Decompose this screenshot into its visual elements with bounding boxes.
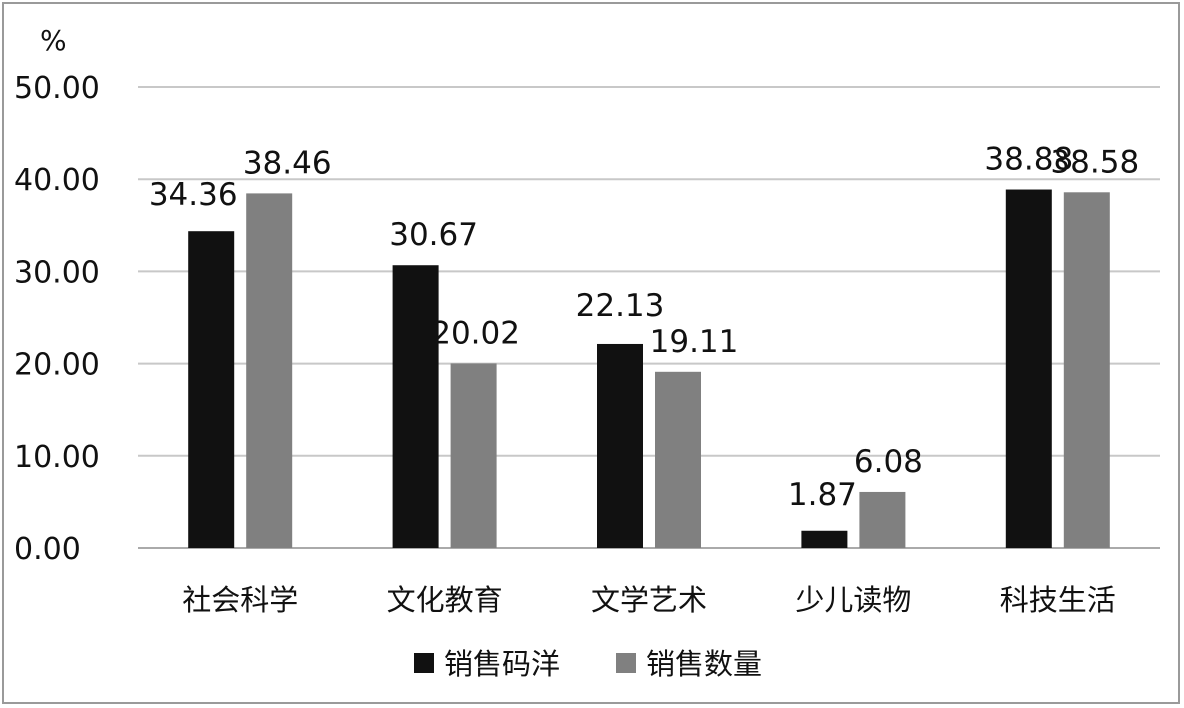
bar-series2 — [246, 193, 293, 548]
bar-series2 — [450, 363, 497, 548]
data-label: 38.88 — [984, 142, 1073, 178]
bar-series2 — [655, 371, 701, 548]
data-label: 38.58 — [1050, 144, 1139, 180]
legend-label: 销售数量 — [646, 647, 762, 681]
x-category-label: 文化教育 — [387, 583, 503, 617]
x-category-label: 少儿读物 — [795, 583, 911, 617]
y-tick-label: 30.00 — [14, 255, 100, 290]
bar-series1 — [801, 530, 848, 548]
bar-series1 — [392, 265, 439, 548]
bar-series1 — [597, 343, 643, 548]
y-tick-label: 50.00 — [14, 71, 100, 106]
legend-label: 销售码洋 — [444, 647, 560, 681]
bar-series1 — [188, 231, 235, 548]
data-label: 22.13 — [576, 288, 665, 324]
data-label: 1.87 — [788, 477, 857, 513]
data-label: 34.36 — [149, 177, 238, 213]
data-label: 38.46 — [243, 145, 332, 181]
y-tick-label: 0.00 — [14, 532, 81, 567]
data-label: 6.08 — [854, 444, 923, 480]
y-tick-label: 10.00 — [14, 440, 100, 475]
legend-swatch — [616, 653, 636, 673]
x-category-label: 科技生活 — [1000, 583, 1116, 617]
bar-series2 — [859, 491, 906, 548]
y-unit-label: % — [40, 24, 67, 57]
y-tick-label: 40.00 — [14, 163, 100, 198]
data-label: 20.02 — [431, 315, 520, 351]
data-label: 19.11 — [650, 324, 739, 360]
bar-series2 — [1063, 192, 1110, 548]
data-label: 30.67 — [389, 217, 478, 253]
bar-series1 — [1005, 189, 1052, 548]
x-category-label: 社会科学 — [182, 583, 298, 617]
legend-swatch — [414, 653, 434, 673]
y-tick-label: 20.00 — [14, 348, 100, 383]
x-category-label: 文学艺术 — [591, 583, 707, 617]
